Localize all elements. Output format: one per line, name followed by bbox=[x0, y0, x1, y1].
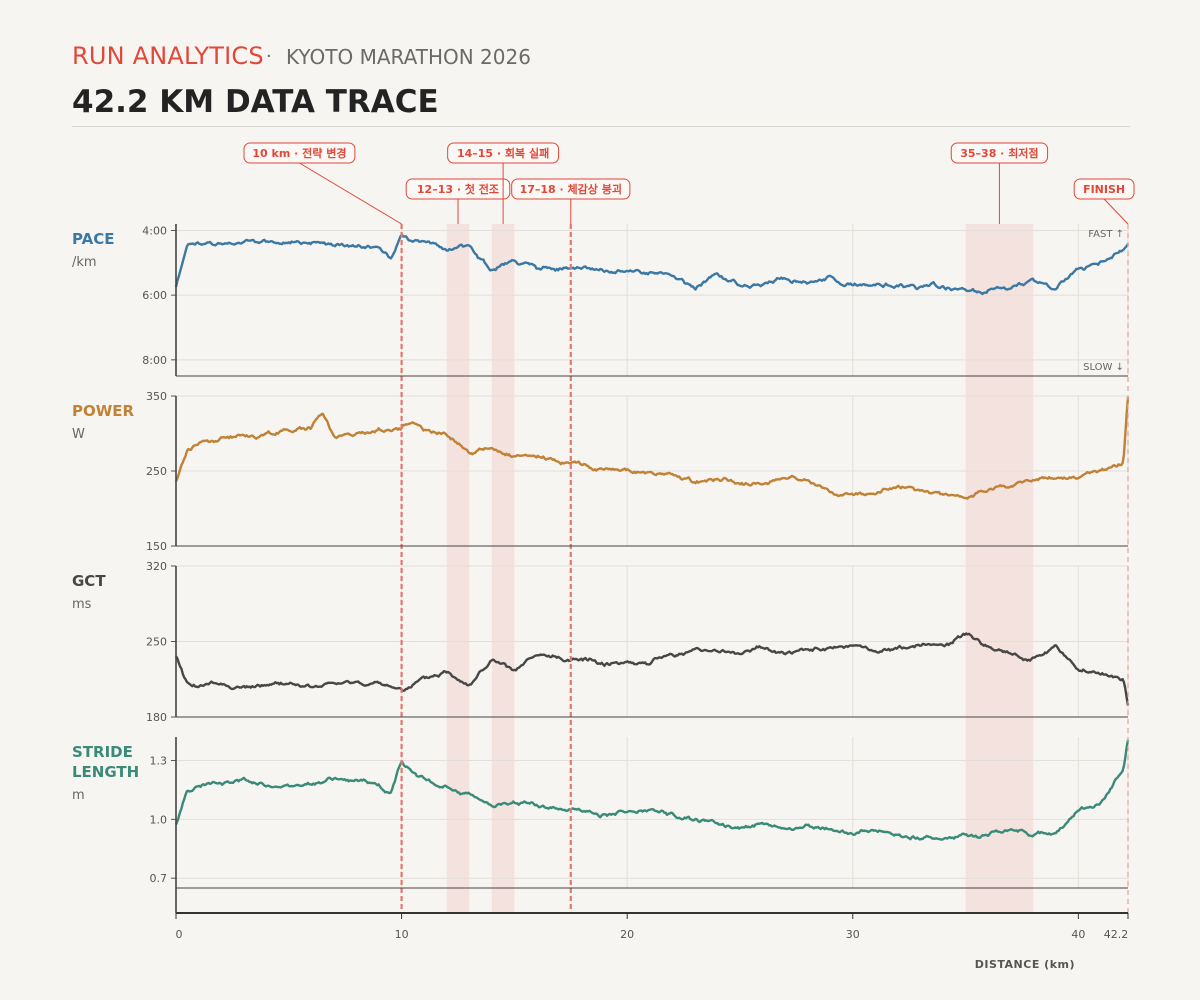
fast-note: FAST ↑ bbox=[1088, 229, 1124, 240]
event-connector bbox=[299, 162, 402, 225]
event-band bbox=[446, 224, 470, 913]
race-subtitle: KYOTO MARATHON 2026 bbox=[286, 45, 531, 69]
y-tick-label: 150 bbox=[146, 540, 167, 553]
y-tick-label: 250 bbox=[146, 465, 167, 478]
axes bbox=[171, 224, 1129, 919]
panel-unit: /km bbox=[72, 255, 97, 270]
header-divider bbox=[72, 126, 1130, 127]
event-connector bbox=[1103, 198, 1129, 225]
y-tick-label: 8:00 bbox=[142, 354, 167, 367]
event-label: 35–38 · 최저점 bbox=[960, 146, 1038, 160]
x-tick-label: 40 bbox=[1071, 928, 1085, 941]
slow-note: SLOW ↓ bbox=[1083, 362, 1124, 373]
x-tick-label: 30 bbox=[846, 928, 860, 941]
x-axis-label: DISTANCE (km) bbox=[975, 958, 1075, 971]
event-band bbox=[965, 224, 1034, 913]
y-tick-label: 1.0 bbox=[150, 813, 168, 826]
brand-title: RUN ANALYTICS bbox=[72, 42, 264, 70]
series-lines bbox=[174, 233, 1130, 841]
y-tick-label: 250 bbox=[146, 636, 167, 649]
stride-series-line bbox=[174, 739, 1130, 841]
page-title: 42.2 KM DATA TRACE bbox=[72, 84, 439, 120]
title-separator: · bbox=[266, 46, 272, 67]
y-tick-label: 4:00 bbox=[142, 224, 167, 237]
panel-label: POWER bbox=[72, 402, 135, 420]
x-tick-label: 42.2 bbox=[1104, 928, 1129, 941]
labels: 4:00 6:00 8:00 PACE/km FAST ↑ SLOW ↓ 150 250 350… bbox=[72, 224, 1128, 971]
event-tag bbox=[950, 142, 1049, 164]
panel-label-line2: LENGTH bbox=[72, 763, 139, 781]
event-tag bbox=[511, 178, 631, 200]
event-tag bbox=[1073, 178, 1135, 200]
pace-series-line bbox=[174, 233, 1130, 296]
y-tick-label: 320 bbox=[146, 560, 167, 573]
x-tick-label: 20 bbox=[620, 928, 634, 941]
y-tick-label: 6:00 bbox=[142, 289, 167, 302]
event-bands bbox=[446, 224, 1034, 913]
gct-series-line bbox=[174, 632, 1130, 706]
power-series-line bbox=[174, 396, 1130, 500]
event-label: 14–15 · 회복 실패 bbox=[457, 146, 549, 160]
event-label: 12–13 · 첫 전조 bbox=[417, 182, 499, 196]
event-label: 17–18 · 체감상 붕괴 bbox=[520, 182, 622, 196]
event-label: FINISH bbox=[1083, 183, 1125, 196]
event-tag bbox=[405, 178, 511, 200]
event-markers: 10 km · 전략 변경 12–13 · 첫 전조 14–15 · 회복 실패 17… bbox=[243, 142, 1135, 913]
panel-label: PACE bbox=[72, 230, 114, 248]
y-tick-label: 180 bbox=[146, 711, 167, 724]
y-tick-label: 350 bbox=[146, 390, 167, 403]
panel-label: GCT bbox=[72, 572, 106, 590]
x-tick-label: 0 bbox=[176, 928, 183, 941]
x-tick-label: 10 bbox=[395, 928, 409, 941]
y-tick-label: 1.3 bbox=[150, 755, 168, 768]
event-band bbox=[491, 224, 515, 913]
panel-unit: W bbox=[72, 427, 85, 442]
panel-label: STRIDE bbox=[72, 743, 133, 761]
event-tag bbox=[447, 142, 560, 164]
panel-unit: m bbox=[72, 788, 85, 803]
event-label: 10 km · 전략 변경 bbox=[252, 146, 346, 160]
y-tick-label: 0.7 bbox=[150, 872, 168, 885]
event-tag bbox=[243, 142, 356, 164]
panel-unit: ms bbox=[72, 597, 92, 612]
